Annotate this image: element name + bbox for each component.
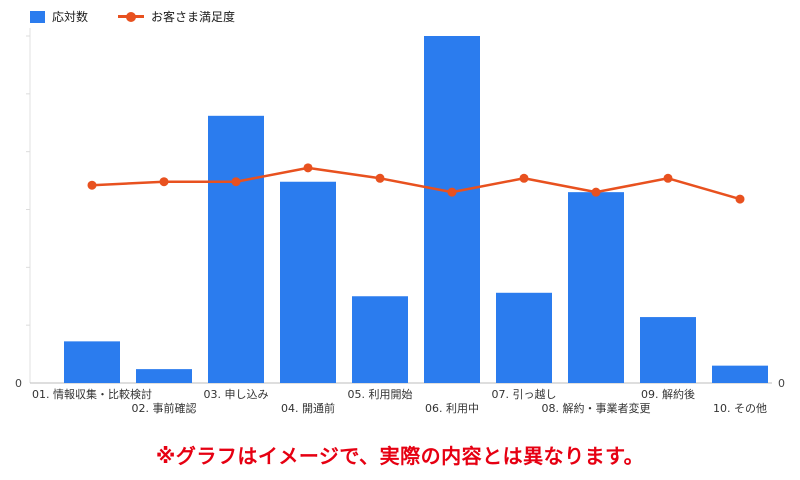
x-axis-label: 01. 情報収集・比較検討 [32,387,152,401]
bar-05 [352,296,408,383]
satisfaction-point [87,180,97,190]
bar-02 [136,369,192,383]
legend-label-responses: 応対数 [52,10,89,24]
satisfaction-point [303,163,313,173]
satisfaction-point [519,173,529,183]
bar-01 [64,341,120,383]
satisfaction-point [447,187,457,197]
disclaimer-text: ※グラフはイメージで、実際の内容とは異なります。 [155,444,645,468]
legend-label-satisfaction: お客さま満足度 [151,10,236,24]
line-series-dot-icon [126,11,137,22]
chart-legend: 応対数 お客さま満足度 [30,8,235,25]
satisfaction-point [663,173,673,183]
bar-09 [640,317,696,383]
x-axis-label: 09. 解約後 [641,387,695,401]
bar-10 [712,365,768,383]
line-series-swatch-icon [118,11,145,22]
x-axis-label: 02. 事前確認 [132,401,197,415]
bar-08 [568,192,624,383]
satisfaction-point [735,194,745,204]
satisfaction-point [591,187,601,197]
x-axis-label: 06. 利用中 [425,402,479,415]
bar-03 [208,115,264,383]
x-axis-label: 05. 利用開始 [348,387,413,401]
legend-item-responses: 応対数 [30,8,88,25]
bar-04 [280,181,336,383]
bar-series-swatch-icon [30,10,45,23]
satisfaction-point [375,173,385,183]
x-axis-label: 07. 引っ越し [492,387,557,401]
satisfaction-point [231,177,241,187]
y-axis-zero-left: 0 [15,377,22,390]
x-axis-label: 04. 開通前 [281,401,335,415]
y-axis-zero-right: 0 [778,377,785,390]
bar-07 [496,292,552,383]
x-axis-label: 03. 申し込み [204,388,269,401]
satisfaction-point [159,177,169,187]
x-axis-label: 08. 解約・事業者変更 [542,401,651,415]
x-axis-label: 10. その他 [713,402,767,415]
bar-06 [424,36,480,383]
satisfaction-line [90,166,742,201]
legend-item-satisfaction: お客さま満足度 [118,8,235,25]
